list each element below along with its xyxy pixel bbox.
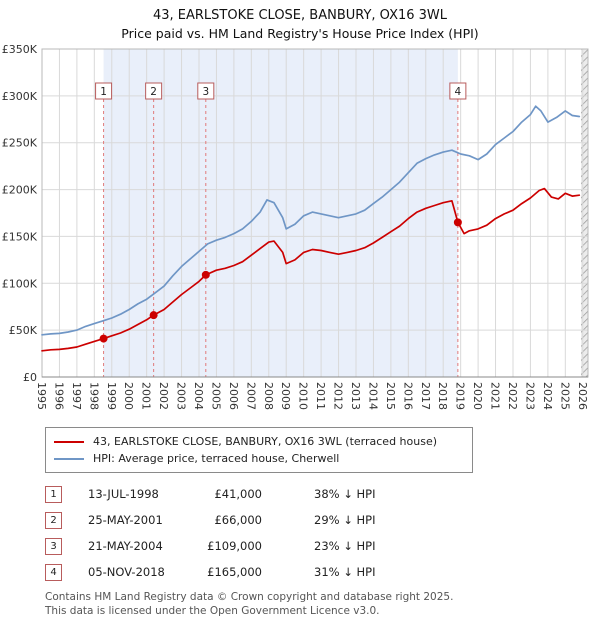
x-axis-tick-label: 2004 — [192, 382, 205, 410]
x-axis-tick-label: 2017 — [419, 382, 432, 410]
legend-entry-property: 43, EARLSTOKE CLOSE, BANBURY, OX16 3WL (… — [54, 433, 464, 450]
transaction-hpi-delta: 29% ↓ HPI — [314, 513, 376, 527]
y-axis-tick-label: £50K — [9, 324, 38, 337]
transaction-marker: 4 — [45, 563, 62, 581]
transaction-row: 2 25-MAY-2001 £66,000 29% ↓ HPI — [45, 507, 600, 533]
y-axis-tick-label: £100K — [2, 277, 38, 290]
transaction-date: 21-MAY-2004 — [88, 539, 163, 553]
property-price-line — [41, 187, 581, 352]
sale-point-dot — [99, 334, 108, 343]
sale-marker-box — [197, 82, 215, 100]
x-axis-tick-label: 1996 — [52, 382, 65, 410]
y-axis-tick-label: £150K — [2, 230, 38, 243]
transaction-marker: 2 — [45, 511, 62, 529]
sale-marker-number: 1 — [100, 86, 107, 98]
x-axis-tick-label: 1995 — [35, 382, 48, 410]
sale-marker-box — [449, 82, 467, 100]
y-axis-tick-label: £250K — [2, 137, 38, 150]
sale-marker-number: 4 — [455, 86, 462, 98]
transaction-row: 3 21-MAY-2004 £109,000 23% ↓ HPI — [45, 533, 600, 559]
transaction-marker: 3 — [45, 537, 62, 555]
legend-entry-hpi: HPI: Average price, terraced house, Cher… — [54, 450, 464, 467]
sale-point-dot — [201, 270, 210, 279]
x-axis-tick-label: 1999 — [105, 382, 118, 410]
x-axis-tick-label: 2012 — [332, 382, 345, 410]
legend-label-hpi: HPI: Average price, terraced house, Cher… — [93, 452, 340, 465]
sale-marker-box — [145, 82, 163, 100]
transaction-row: 4 05-NOV-2018 £165,000 31% ↓ HPI — [45, 559, 600, 585]
x-axis-tick-label: 2020 — [471, 382, 484, 410]
price-chart: 1 2 3 4 £0 £50K £100K £150K £200K £250K £300K £350K… — [2, 43, 589, 410]
transaction-price: £66,000 — [214, 513, 262, 527]
transaction-date: 13-JUL-1998 — [88, 487, 159, 501]
x-axis-tick-label: 2016 — [401, 382, 414, 410]
sale-marker-number: 2 — [150, 86, 157, 98]
x-axis-tick-label: 2005 — [209, 382, 222, 410]
x-axis-tick-label: 2014 — [366, 382, 379, 410]
x-axis-tick-label: 2022 — [506, 382, 519, 410]
legend-label-property: 43, EARLSTOKE CLOSE, BANBURY, OX16 3WL (… — [93, 435, 438, 448]
transaction-price: £165,000 — [207, 565, 262, 579]
sale-point-dot — [149, 311, 158, 320]
hpi-line — [41, 105, 581, 336]
transaction-marker: 1 — [45, 485, 62, 503]
x-axis-tick-label: 2013 — [349, 382, 362, 410]
x-axis-tick-label: 2007 — [244, 382, 257, 410]
transaction-date: 05-NOV-2018 — [88, 565, 165, 579]
footer-licence: This data is licensed under the Open Gov… — [45, 604, 380, 617]
x-axis-tick-label: 2015 — [384, 382, 397, 410]
transaction-price: £41,000 — [214, 487, 262, 501]
x-axis-tick-label: 2018 — [436, 382, 449, 410]
x-axis-tick-label: 2008 — [262, 382, 275, 410]
y-axis-tick-label: £300K — [2, 90, 38, 103]
x-axis-tick-label: 2002 — [157, 382, 170, 410]
x-axis-tick-label: 2023 — [523, 382, 536, 410]
x-axis-tick-label: 1997 — [70, 382, 83, 410]
sale-marker-number: 3 — [202, 86, 209, 98]
sale-point-dot — [453, 218, 462, 227]
x-axis-tick-label: 2026 — [576, 382, 589, 410]
x-axis-tick-label: 2010 — [297, 382, 310, 410]
transaction-hpi-delta: 23% ↓ HPI — [314, 539, 376, 553]
transactions-table: 1 13-JUL-1998 £41,000 38% ↓ HPI 2 25-MAY-2001… — [45, 481, 600, 585]
x-axis-tick-label: 2000 — [122, 382, 135, 410]
legend-line-hpi-icon — [54, 457, 84, 460]
x-axis-tick-label: 1998 — [87, 382, 100, 410]
footer-copyright: Contains HM Land Registry data © Crown c… — [45, 591, 454, 603]
future-hatch-band — [581, 49, 588, 377]
transaction-date: 25-MAY-2001 — [88, 513, 163, 527]
y-axis-tick-label: £350K — [2, 43, 38, 56]
x-axis-tick-label: 2024 — [541, 382, 554, 410]
y-axis-tick-label: £0 — [23, 371, 37, 384]
chart-title: 43, EARLSTOKE CLOSE, BANBURY, OX16 3WL — [152, 8, 448, 23]
chart-legend: 43, EARLSTOKE CLOSE, BANBURY, OX16 3WL (… — [45, 427, 473, 473]
legend-line-property-icon — [54, 440, 84, 443]
footer: Contains HM Land Registry data © Crown c… — [45, 591, 600, 618]
chart-subtitle: Price paid vs. HM Land Registry's House … — [121, 26, 479, 41]
transaction-hpi-delta: 38% ↓ HPI — [314, 487, 376, 501]
sale-marker-box — [95, 82, 113, 100]
x-axis-tick-label: 2021 — [489, 382, 502, 410]
x-axis-tick-label: 2003 — [175, 382, 188, 410]
transaction-hpi-delta: 31% ↓ HPI — [314, 565, 376, 579]
y-axis-tick-label: £200K — [2, 184, 38, 197]
x-axis-tick-label: 2006 — [227, 382, 240, 410]
x-axis-tick-label: 2019 — [454, 382, 467, 410]
x-axis-tick-label: 2011 — [314, 382, 327, 410]
x-axis-tick-label: 2009 — [279, 382, 292, 410]
x-axis-tick-label: 2025 — [558, 382, 571, 410]
transaction-row: 1 13-JUL-1998 £41,000 38% ↓ HPI — [45, 481, 600, 507]
transaction-price: £109,000 — [207, 539, 262, 553]
x-axis-tick-label: 2001 — [140, 382, 153, 410]
